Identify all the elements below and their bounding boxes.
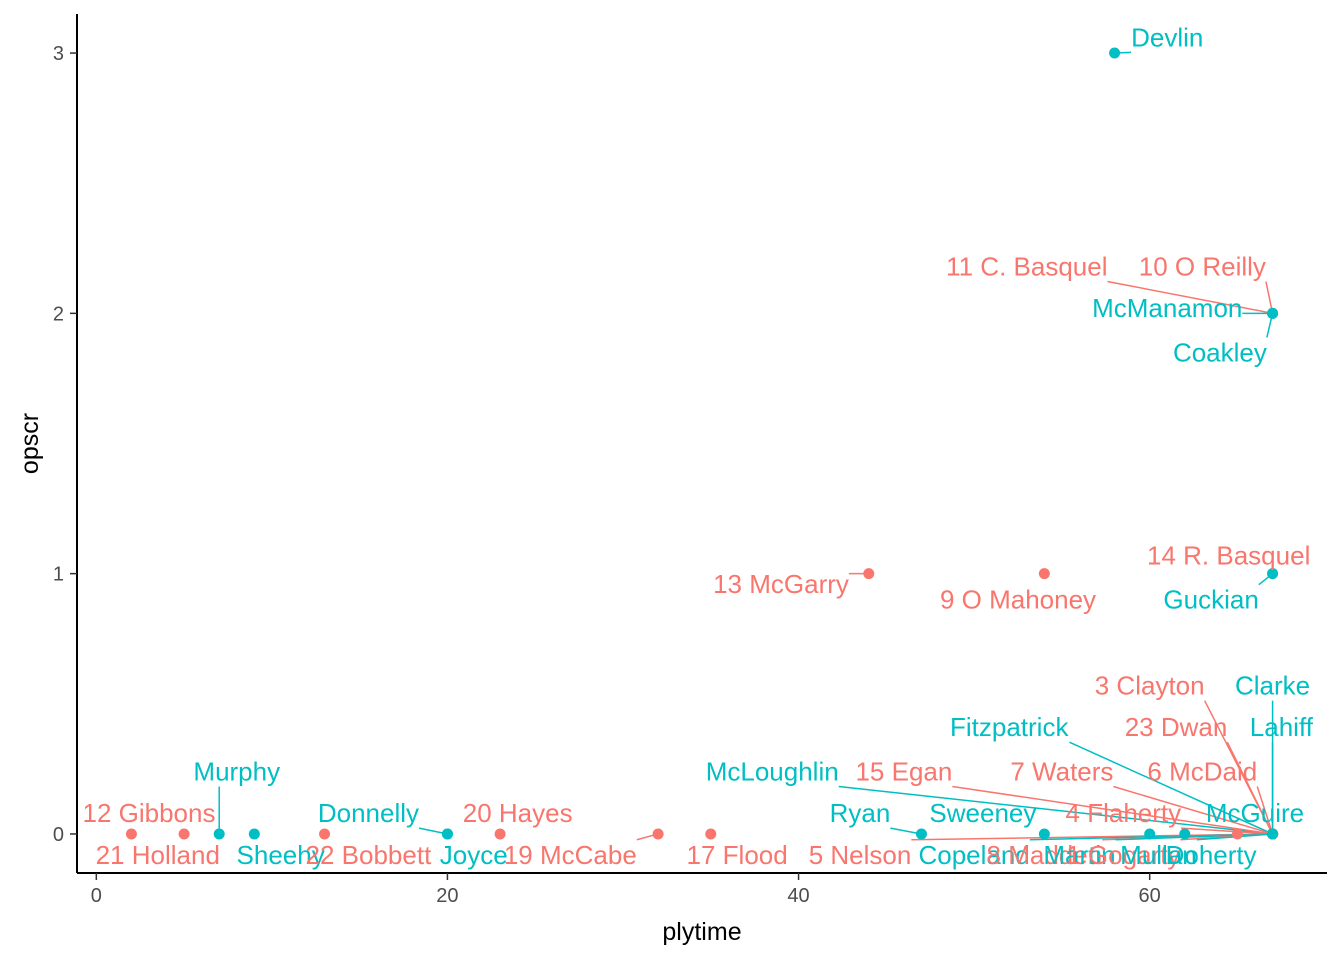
point-label: 22 Bobbett: [306, 840, 433, 870]
point-label: 15 Egan: [855, 756, 952, 786]
label-connector: [1107, 280, 1273, 315]
axes: [76, 14, 1327, 874]
label-connector: [952, 785, 1273, 835]
data-point: [1231, 828, 1243, 840]
data-point: [248, 828, 260, 840]
point-label: 7 Waters: [1010, 756, 1113, 786]
data-point: [1109, 47, 1121, 59]
data-point: [1267, 828, 1279, 840]
point-label: Doherty: [1166, 840, 1257, 870]
point-label: 5 Nelson: [809, 840, 912, 870]
point-label: McGuire: [1206, 798, 1304, 828]
point-label: 17 Flood: [687, 840, 788, 870]
data-point: [319, 828, 331, 840]
point-label: 8 Madden: [987, 840, 1103, 870]
y-tick-label: 0: [53, 824, 64, 846]
data-point: [178, 828, 190, 840]
label-connector: [1256, 786, 1274, 835]
y-tick-label: 2: [53, 303, 64, 325]
point-label: Sheehy: [237, 840, 325, 870]
x-axis-title: plytime: [662, 918, 741, 946]
point-label: Copeland: [918, 840, 1029, 870]
point-label: Donnelly: [318, 798, 419, 828]
point-label: Coakley: [1173, 337, 1267, 367]
label-connector: [1113, 785, 1273, 835]
data-point: [494, 828, 506, 840]
point-label: 20 Hayes: [463, 798, 573, 828]
point-label: 4 Flaherty: [1066, 798, 1182, 828]
data-point: [1267, 307, 1279, 319]
point-label: 13 McGarry: [713, 569, 849, 599]
point-label: 14 R. Basquel: [1147, 540, 1310, 570]
point-label: Sweeney: [929, 798, 1036, 828]
label-connector: [1069, 741, 1273, 835]
data-point: [1267, 568, 1279, 580]
point-label: Mullan: [1120, 840, 1197, 870]
point-label: Martin: [1043, 840, 1115, 870]
point-label: McManamon: [1092, 293, 1242, 323]
point-label: Fitzpatrick: [950, 712, 1069, 742]
point-label: 12 Gibbons: [82, 798, 215, 828]
point-label: 1 Gogarty: [1066, 840, 1180, 870]
y-tick-label: 1: [53, 564, 64, 586]
y-axis-title: opscr: [16, 413, 44, 474]
point-label: Ryan: [830, 798, 891, 828]
label-connectors: [218, 51, 1274, 841]
x-tick-label: 20: [436, 885, 458, 907]
point-label: 11 C. Basquel: [946, 251, 1107, 281]
point-label: 9 O Mahoney: [940, 585, 1096, 615]
data-point: [705, 828, 717, 840]
data-point: [1038, 828, 1050, 840]
data-point: [213, 828, 225, 840]
tick-group: 0 20 40 60 0 1 2 3: [53, 43, 1161, 907]
x-tick-label: 40: [787, 885, 809, 907]
data-point: [1038, 568, 1050, 580]
point-label: 23 Dwan: [1125, 712, 1228, 742]
data-point: [441, 828, 453, 840]
point-label: Lahiff: [1250, 712, 1314, 742]
label-connector: [838, 785, 1273, 835]
point-label: 19 McCabe: [504, 840, 637, 870]
label-connector: [1181, 827, 1273, 835]
point-labels: Devlin 11 C. Basquel 10 O Reilly McManamon C…: [82, 22, 1313, 869]
point-label: Guckian: [1163, 585, 1258, 615]
point-label: 6 McDaid: [1147, 756, 1257, 786]
data-point: [1144, 828, 1156, 840]
point-label: 3 Clayton: [1095, 671, 1205, 701]
y-tick-label: 3: [53, 43, 64, 65]
point-label: 21 Holland: [96, 840, 220, 870]
data-point: [652, 828, 664, 840]
point-label: McLoughlin: [706, 756, 839, 786]
point-label: Clarke: [1235, 671, 1310, 701]
data-point: [125, 828, 137, 840]
data-points: [125, 47, 1279, 840]
point-label: Joyce: [440, 840, 508, 870]
point-label: 10 O Reilly: [1139, 251, 1266, 281]
x-tick-label: 0: [91, 885, 102, 907]
point-label: Murphy: [193, 756, 280, 786]
data-point: [915, 828, 927, 840]
label-connector: [1226, 741, 1274, 835]
x-tick-label: 60: [1139, 885, 1161, 907]
point-label: Devlin: [1131, 22, 1203, 52]
data-point: [1179, 828, 1191, 840]
data-point: [863, 568, 875, 580]
